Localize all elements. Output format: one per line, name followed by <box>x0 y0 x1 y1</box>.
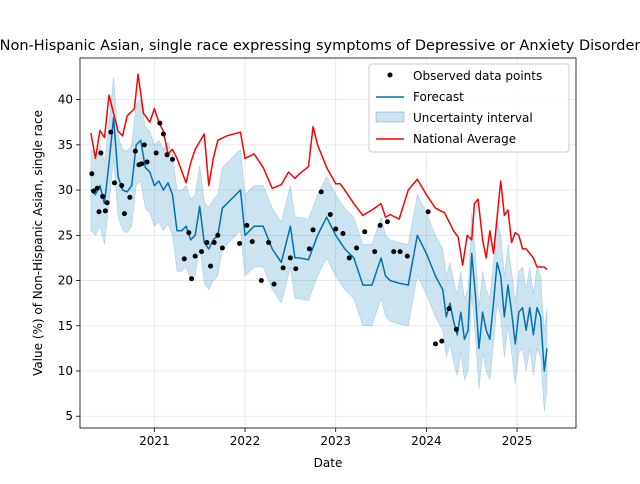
observed-point <box>384 219 390 225</box>
x-tick-label: 2022 <box>230 434 261 448</box>
legend-patch-uncertainty <box>375 111 405 123</box>
observed-point <box>91 188 97 194</box>
legend-entry-uncertainty: Uncertainty interval <box>375 111 533 125</box>
observed-point <box>181 256 187 262</box>
national-average-line <box>90 73 548 271</box>
x-tick-label: 2024 <box>411 434 442 448</box>
observed-point <box>219 245 225 251</box>
observed-point <box>340 231 346 236</box>
observed-point <box>237 240 243 246</box>
observed-point <box>204 240 210 246</box>
y-axis-label: Value (%) of Non-Hispanic Asian, single … <box>31 110 45 376</box>
legend: Observed data points Forecast Uncertaint… <box>368 63 570 153</box>
observed-point <box>108 129 114 135</box>
observed-point <box>391 249 397 255</box>
y-tick-label: 5 <box>65 409 73 423</box>
observed-point <box>98 150 104 156</box>
chart-title: Non-Hispanic Asian, single race expressi… <box>0 38 640 54</box>
uncertainty-band <box>90 76 548 412</box>
x-tick-label: 2023 <box>320 434 351 448</box>
observed-point <box>139 161 145 167</box>
observed-point <box>446 306 452 312</box>
observed-point <box>199 249 205 255</box>
y-tick-label: 25 <box>58 228 73 242</box>
observed-point <box>354 245 360 251</box>
observed-point <box>271 281 277 287</box>
grid <box>80 58 576 428</box>
observed-point <box>293 266 299 272</box>
observed-point <box>89 171 95 177</box>
observed-point <box>160 131 166 137</box>
observed-point <box>244 222 250 228</box>
observed-point <box>132 148 138 154</box>
observed-point <box>96 209 102 215</box>
observed-point <box>102 208 108 214</box>
observed-point <box>94 185 100 191</box>
observed-point <box>119 183 125 189</box>
observed-point <box>346 255 352 261</box>
observed-point <box>287 255 293 261</box>
observed-point <box>258 278 264 284</box>
observed-point <box>104 200 110 206</box>
y-tick-label: 35 <box>58 138 73 152</box>
observed-point <box>189 276 195 282</box>
y-tick-label: 15 <box>58 319 73 333</box>
observed-point <box>318 189 324 195</box>
observed-point <box>164 152 170 158</box>
y-tick-label: 20 <box>58 274 73 288</box>
observed-point <box>439 338 445 344</box>
observed-point <box>169 156 175 162</box>
observed-point <box>127 194 133 200</box>
x-tick-label: 2025 <box>502 434 533 448</box>
y-tick-label: 30 <box>58 183 73 197</box>
observed-point <box>397 249 403 255</box>
axes-frame <box>79 57 577 429</box>
legend-label-uncertainty: Uncertainty interval <box>413 111 533 125</box>
y-axis: 5 10 15 20 25 30 35 40 <box>58 93 80 423</box>
observed-point <box>192 253 198 259</box>
observed-point <box>327 212 333 217</box>
observed-point <box>377 222 383 228</box>
observed-point <box>121 211 127 217</box>
legend-marker-observed <box>387 72 393 78</box>
legend-label-national: National Average <box>413 132 516 146</box>
observed-point <box>100 193 106 199</box>
observed-point <box>144 159 150 165</box>
observed-point <box>211 240 217 246</box>
y-tick-label: 40 <box>58 93 73 107</box>
observed-point <box>280 265 286 271</box>
observed-point <box>215 232 221 238</box>
observed-point <box>153 150 159 156</box>
observed-point <box>404 253 410 259</box>
x-tick-label: 2021 <box>139 434 170 448</box>
observed-point <box>372 249 378 255</box>
observed-point <box>310 227 316 233</box>
observed-point <box>432 341 438 347</box>
observed-point <box>141 142 147 148</box>
observed-point <box>306 246 312 252</box>
legend-entry-forecast: Forecast <box>376 90 464 104</box>
observed-point <box>333 226 339 232</box>
x-axis-label: Date <box>314 456 343 470</box>
plot-area <box>89 73 548 412</box>
observed-point <box>266 240 272 246</box>
x-axis: 2021 2022 2023 2024 2025 <box>139 428 532 448</box>
observed-point <box>186 230 192 236</box>
observed-point <box>362 229 368 235</box>
observed-point <box>425 209 431 215</box>
observed-point <box>111 180 117 186</box>
y-tick-label: 10 <box>58 364 73 378</box>
observed-point <box>157 120 163 126</box>
forecast-line <box>90 116 548 372</box>
legend-entry-observed: Observed data points <box>387 69 542 83</box>
observed-point <box>208 263 214 269</box>
legend-entry-national: National Average <box>376 132 516 146</box>
observed-point <box>249 239 255 245</box>
legend-frame <box>368 63 570 153</box>
legend-label-observed: Observed data points <box>413 69 542 83</box>
observed-point <box>453 326 459 332</box>
legend-label-forecast: Forecast <box>413 90 464 104</box>
